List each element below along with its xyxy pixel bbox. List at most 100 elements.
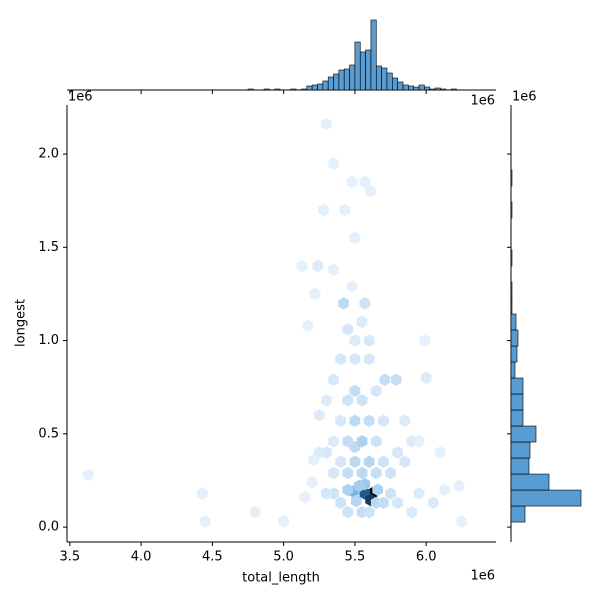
- hexbin-cell: [197, 487, 208, 500]
- x-tick-label: 4.5: [202, 550, 223, 565]
- hexbin-cell: [392, 446, 403, 459]
- hexbin-cell: [392, 496, 403, 509]
- top-hist-bar: [429, 88, 436, 91]
- y-offset-label: 1e6: [68, 90, 93, 105]
- x-tick-label: 6.0: [416, 550, 437, 565]
- hexbin-cell: [370, 384, 382, 398]
- top-hist-bar: [418, 84, 425, 91]
- hexbin-cell: [299, 491, 311, 504]
- top-hist-bar: [327, 76, 334, 91]
- top-hist-bar: [354, 41, 361, 91]
- right-y-offset-label: 1e6: [512, 90, 537, 105]
- top-hist-bar: [392, 77, 398, 91]
- right-hist-bar: [510, 505, 526, 523]
- top-hist-bar: [386, 72, 393, 91]
- top-hist-bar: [365, 49, 372, 91]
- hexbin-cell: [313, 409, 325, 422]
- x-tick-label: 5.0: [273, 550, 294, 565]
- hexbin-cell: [349, 414, 361, 427]
- hexbin-cell: [83, 468, 94, 482]
- hexbin-cell: [370, 466, 382, 480]
- right-hist-bar: [510, 393, 524, 411]
- top-hist-bar: [381, 67, 388, 91]
- hexbin-cell: [278, 515, 289, 528]
- top-hist-bar: [359, 51, 366, 91]
- hexbin-cell: [370, 435, 382, 448]
- hexbin-cell: [335, 496, 346, 509]
- x-tick-label: 5.5: [345, 550, 366, 565]
- hexbin-cell: [385, 487, 396, 500]
- hexbin-cell: [346, 175, 358, 189]
- hexbin-cell: [328, 263, 339, 276]
- hexbin-cell: [363, 414, 375, 427]
- hexbin-cell: [379, 373, 391, 386]
- hexbin-cell: [363, 353, 375, 366]
- hexbin-cell: [342, 466, 354, 480]
- hexbin-cell: [309, 287, 321, 301]
- top-hist-bar: [440, 88, 447, 91]
- hexbin-cell: [356, 466, 368, 480]
- right-hist-bar: [510, 457, 530, 475]
- top-hist-bar: [375, 65, 382, 91]
- hexbin-cell: [353, 479, 365, 493]
- top-hist-bar: [408, 85, 414, 91]
- hexbin-cell: [349, 334, 361, 347]
- hexbin-cell: [342, 394, 354, 407]
- hexbin-cell: [328, 466, 339, 480]
- hexbin-cell: [390, 373, 402, 386]
- hexbin-cell: [349, 353, 361, 366]
- top-hist-bar: [274, 88, 281, 91]
- hexbin-cell: [302, 319, 314, 332]
- right-hist-bar: [510, 297, 513, 315]
- right-hist-bar: [510, 201, 513, 219]
- x-tick-label: 4.0: [131, 550, 152, 565]
- right-hist-bar: [510, 489, 582, 507]
- hexbin-cell: [199, 515, 211, 528]
- top-hist-bar: [311, 84, 318, 91]
- top-hist-bar: [370, 19, 377, 91]
- top-x-offset-label: 1e6: [470, 94, 495, 109]
- top-hist-bar: [247, 88, 254, 91]
- top-hist-bar: [322, 80, 329, 91]
- right-hist-bar: [510, 425, 537, 443]
- y-tick-label: 2.0: [38, 147, 59, 162]
- hexbin-cell: [453, 479, 465, 493]
- hexbin-cell: [321, 394, 332, 407]
- hexbin-cell: [406, 506, 418, 519]
- hexbin-cell: [306, 476, 318, 489]
- y-tick-label: 1.5: [38, 240, 59, 255]
- top-hist-bar: [301, 88, 308, 91]
- y-axis-label: longest: [14, 299, 29, 347]
- hexbin-cell: [356, 394, 368, 407]
- hexbin-cell: [328, 157, 339, 170]
- hexbin-cell: [339, 203, 351, 217]
- hexbin-cell: [378, 414, 389, 427]
- hexbin-cell: [427, 496, 439, 509]
- right-hist-bar: [510, 409, 524, 427]
- right-hist-bar: [510, 329, 519, 347]
- top-hist-bar: [402, 84, 409, 91]
- hexbin-cell: [385, 466, 396, 480]
- hexbin-cell: [312, 259, 324, 273]
- top-hist-bar: [343, 68, 350, 91]
- hexbin-cell: [318, 203, 329, 217]
- hexbin-cell: [378, 496, 389, 509]
- top-hist-bar: [450, 88, 457, 91]
- hexbin-cell: [349, 455, 361, 468]
- right-hist-bar: [510, 473, 550, 491]
- top-hist-bar: [338, 69, 345, 91]
- y-tick-label: 0.5: [38, 426, 59, 441]
- hexbin-cell: [399, 455, 411, 468]
- hexbin-cell: [413, 435, 425, 448]
- x-tick-label: 3.5: [60, 550, 81, 565]
- x-offset-label: 1e6: [470, 569, 495, 584]
- hexbin-cell: [342, 435, 354, 448]
- right-hist-bar: [510, 249, 513, 267]
- hexbin-cell: [435, 446, 446, 459]
- top-hist-bar: [397, 81, 404, 91]
- hexbin-cell: [413, 487, 425, 500]
- right-hist-bar: [510, 281, 513, 299]
- hexbin-cell: [335, 414, 346, 427]
- hexbin-cell: [356, 315, 368, 329]
